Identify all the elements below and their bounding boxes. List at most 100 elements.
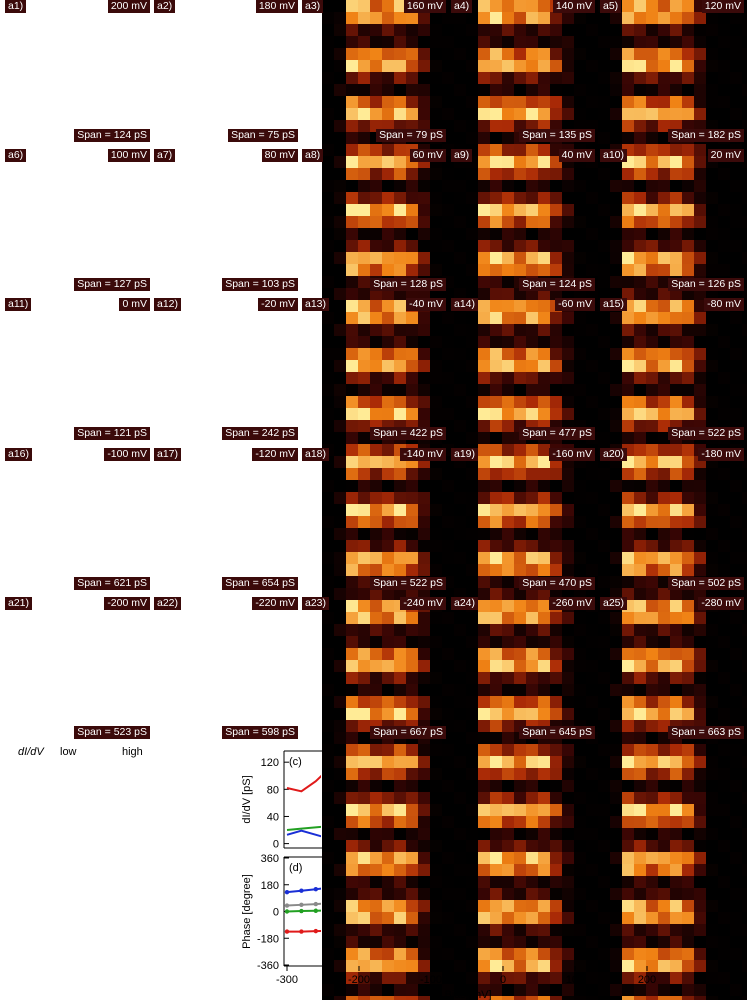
map-cell bbox=[346, 228, 358, 240]
map-cell bbox=[526, 204, 538, 216]
map-cell bbox=[694, 840, 706, 852]
map-cell bbox=[742, 84, 747, 96]
map-cell bbox=[718, 840, 730, 852]
map-cell bbox=[490, 12, 502, 24]
map-cell bbox=[442, 840, 454, 852]
map-cell bbox=[742, 48, 747, 60]
panel-id-label: a18) bbox=[302, 448, 330, 461]
map-cell bbox=[514, 168, 526, 180]
map-cell bbox=[742, 636, 747, 648]
map-cell bbox=[478, 624, 490, 636]
map-cell bbox=[478, 60, 490, 72]
map-cell bbox=[394, 672, 406, 684]
map-cell bbox=[490, 876, 502, 888]
map-cell bbox=[406, 816, 418, 828]
map-cell bbox=[658, 648, 670, 660]
map-cell bbox=[622, 708, 634, 720]
map-cell bbox=[610, 996, 622, 1000]
map-cell bbox=[610, 264, 622, 276]
map-cell bbox=[694, 384, 706, 396]
map-cell bbox=[430, 876, 442, 888]
map-cell bbox=[670, 960, 682, 972]
map-cell bbox=[742, 900, 747, 912]
map-cell bbox=[730, 324, 742, 336]
map-cell bbox=[394, 852, 406, 864]
map-cell bbox=[682, 492, 694, 504]
map-cell bbox=[598, 684, 610, 696]
map-cell bbox=[598, 792, 610, 804]
map-cell bbox=[670, 996, 682, 1000]
map-cell bbox=[514, 672, 526, 684]
map-cell bbox=[346, 708, 358, 720]
map-cell bbox=[622, 324, 634, 336]
map-cell bbox=[466, 864, 478, 876]
map-cell bbox=[322, 972, 334, 984]
map-cell bbox=[406, 768, 418, 780]
map-cell bbox=[394, 348, 406, 360]
map-cell bbox=[406, 636, 418, 648]
map-cell bbox=[358, 180, 370, 192]
green-series-line bbox=[286, 909, 321, 913]
map-cell bbox=[490, 672, 502, 684]
map-cell bbox=[634, 108, 646, 120]
map-cell bbox=[562, 624, 574, 636]
map-cell bbox=[346, 516, 358, 528]
map-cell bbox=[514, 900, 526, 912]
map-cell bbox=[370, 312, 382, 324]
map-cell bbox=[382, 168, 394, 180]
map-cell bbox=[346, 396, 358, 408]
map-cell bbox=[622, 348, 634, 360]
map-cell bbox=[622, 360, 634, 372]
red-series-line bbox=[286, 774, 321, 793]
map-cell bbox=[670, 924, 682, 936]
map-cell bbox=[646, 780, 658, 792]
map-cell bbox=[634, 960, 646, 972]
map-cell bbox=[454, 276, 466, 288]
map-cell bbox=[598, 732, 610, 744]
map-cell bbox=[466, 396, 478, 408]
panel-bias-label: -120 mV bbox=[252, 448, 298, 461]
map-cell bbox=[670, 348, 682, 360]
map-cell bbox=[706, 48, 718, 60]
panel-id-label: a10) bbox=[600, 149, 628, 162]
map-cell bbox=[694, 552, 706, 564]
map-cell bbox=[526, 636, 538, 648]
map-cell bbox=[394, 804, 406, 816]
map-cell bbox=[478, 672, 490, 684]
map-cell bbox=[658, 348, 670, 360]
map-cell bbox=[658, 588, 670, 600]
map-cell bbox=[382, 48, 394, 60]
map-cell bbox=[538, 504, 550, 516]
map-cell bbox=[370, 0, 382, 12]
map-cell bbox=[322, 264, 334, 276]
map-cell bbox=[454, 708, 466, 720]
map-cell bbox=[346, 36, 358, 48]
map-cell bbox=[334, 912, 346, 924]
map-cell bbox=[358, 108, 370, 120]
map-cell bbox=[730, 912, 742, 924]
map-cell bbox=[586, 564, 598, 576]
map-cell bbox=[646, 84, 658, 96]
map-cell bbox=[538, 12, 550, 24]
map-cell bbox=[682, 972, 694, 984]
map-cell bbox=[646, 804, 658, 816]
map-cell bbox=[706, 240, 718, 252]
map-cell bbox=[586, 36, 598, 48]
map-cell bbox=[514, 636, 526, 648]
map-cell bbox=[670, 144, 682, 156]
map-cell bbox=[706, 480, 718, 492]
map-cell bbox=[610, 864, 622, 876]
map-cell bbox=[514, 180, 526, 192]
map-cell bbox=[334, 372, 346, 384]
map-cell bbox=[682, 360, 694, 372]
map-cell bbox=[610, 840, 622, 852]
map-cell bbox=[646, 756, 658, 768]
map-cell bbox=[622, 180, 634, 192]
map-cell bbox=[394, 36, 406, 48]
map-cell bbox=[670, 300, 682, 312]
map-cell bbox=[586, 864, 598, 876]
map-cell bbox=[646, 936, 658, 948]
map-cell bbox=[586, 348, 598, 360]
map-cell bbox=[466, 252, 478, 264]
map-cell bbox=[454, 36, 466, 48]
